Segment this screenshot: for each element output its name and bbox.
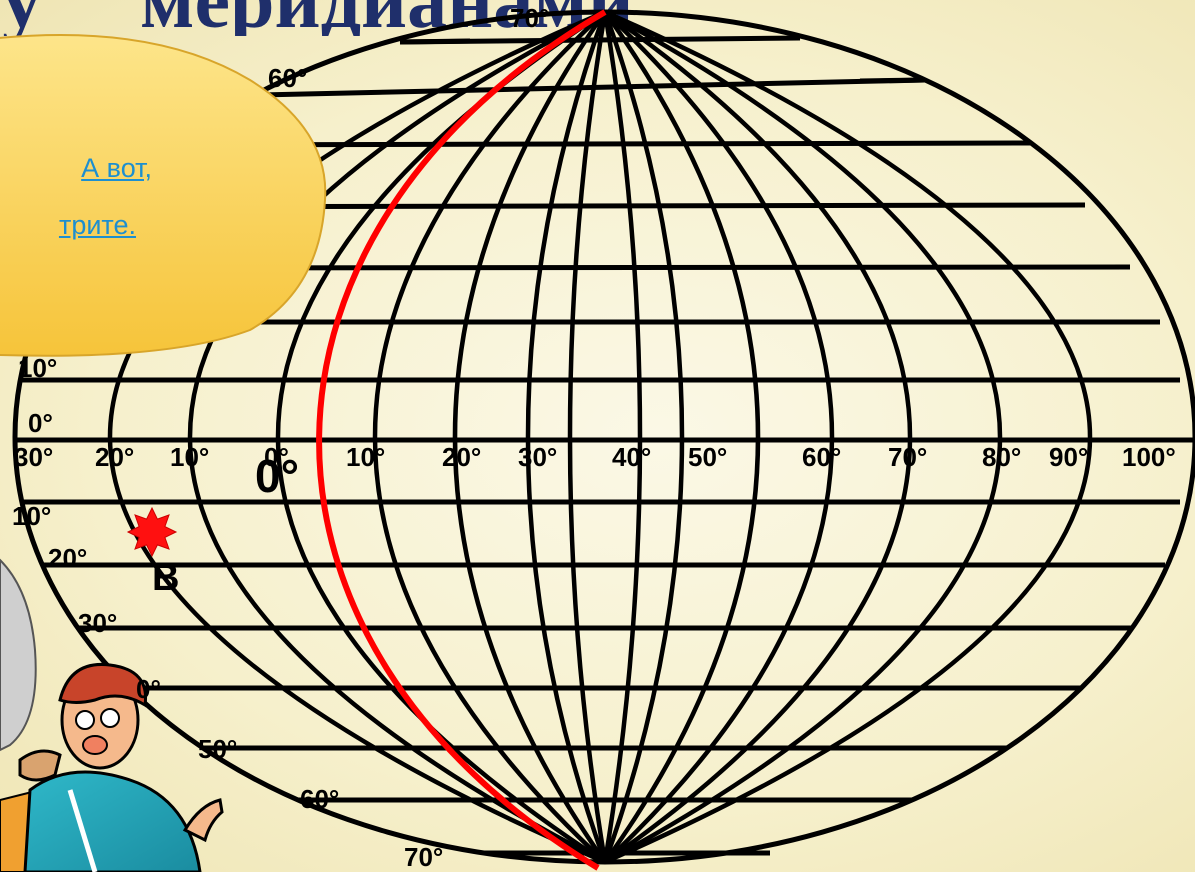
parallel-overhang	[859, 77, 926, 84]
meridian-label: 10°	[170, 442, 209, 472]
meridian-label: 20°	[95, 442, 134, 472]
point-b-marker-icon	[126, 506, 178, 558]
meridian-line	[567, 11, 608, 863]
slide-title: у меридианами	[0, 0, 1195, 36]
meridian-label: 50°	[688, 442, 727, 472]
prime-meridian-line	[316, 9, 607, 871]
speech-bubble-line2[interactable]: трите.	[58, 210, 136, 240]
parallel-label-s10: 10°	[12, 501, 51, 531]
equator-zero-label: 0°	[255, 450, 299, 502]
meridian-label: 70°	[888, 442, 927, 472]
meridian-line	[602, 11, 685, 863]
title-fragment-left: у	[2, 0, 42, 36]
character-tie	[67, 789, 98, 872]
character-shirt	[23, 770, 202, 872]
meridian-label: 20°	[442, 442, 481, 472]
character-hair	[58, 662, 148, 708]
parallel-label-s70: 70°	[404, 842, 443, 872]
meridian-line	[603, 10, 1002, 864]
parallel-label-s30: 30°	[78, 608, 117, 638]
meridian-label: 80°	[982, 442, 1021, 472]
speech-bubble	[0, 34, 327, 357]
meridian-label: 10°	[346, 442, 385, 472]
character-eye	[100, 708, 120, 728]
meridian-line	[525, 11, 608, 863]
parallel-label-s50: 50°	[198, 734, 237, 764]
speech-bubble-line1[interactable]: А вот,	[81, 153, 152, 183]
meridian-label: 100°	[1122, 442, 1176, 472]
meridian-line	[602, 11, 643, 863]
parallel-label-s60: 60°	[300, 784, 339, 814]
parallel-label-n60: 60°	[268, 63, 307, 93]
grey-bubble-shape	[0, 558, 37, 752]
parallel-label-n70: 70°	[510, 3, 549, 33]
character-hand-microphone	[18, 749, 62, 782]
cartoon-character	[0, 662, 224, 872]
meridians-group	[107, 9, 1093, 865]
meridian-line	[372, 10, 607, 864]
meridian-line	[603, 10, 761, 864]
meridian-line	[604, 9, 1093, 865]
meridian-label: 30°	[518, 442, 557, 472]
parallel-label-s20: 20°	[48, 543, 87, 573]
map-labels: 70° 60° 10° 0° 10° 20° 30° 0° 50° 60° 70…	[12, 3, 1176, 872]
meridian-label: 30°	[14, 442, 53, 472]
meridian-line	[603, 10, 835, 864]
meridian-line	[107, 9, 606, 865]
character-pointing-hand	[182, 798, 224, 843]
meridian-line	[603, 10, 913, 864]
title-fragment-right: меридианами	[140, 0, 634, 36]
meridian-label: 60°	[802, 442, 841, 472]
parallel-label-n0: 0°	[28, 408, 53, 438]
meridian-line	[187, 9, 607, 865]
character-nose	[82, 735, 108, 755]
meridian-label: 40°	[612, 442, 651, 472]
point-b-label: В	[152, 557, 179, 599]
meridian-line	[452, 10, 607, 864]
meridian-label: 90°	[1049, 442, 1088, 472]
parallel-label-n10: 10°	[18, 353, 57, 383]
meridian-label: 0°	[264, 442, 289, 472]
parallel-overhang	[399, 38, 471, 45]
character-eye	[75, 710, 95, 730]
parallel-label-s40: 0°	[136, 674, 161, 704]
